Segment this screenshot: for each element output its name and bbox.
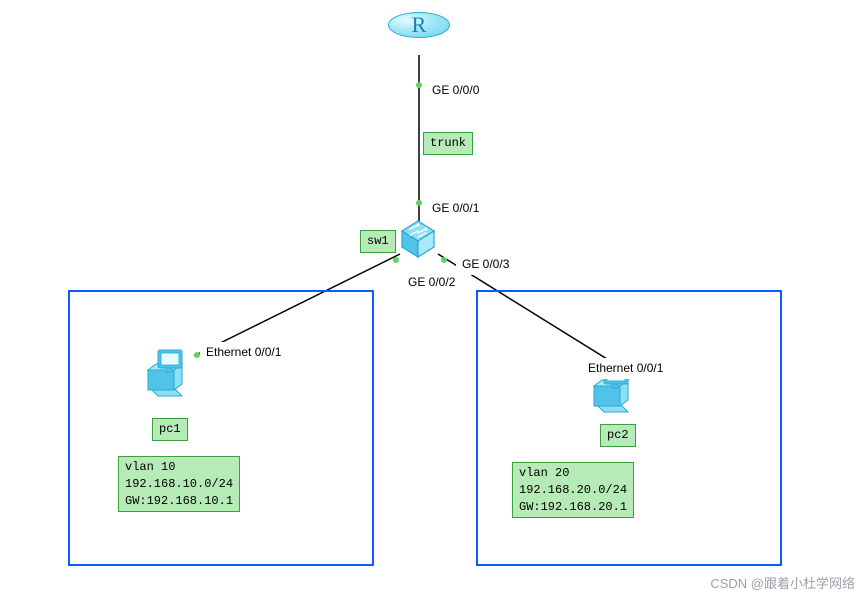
label-ge001: GE 0/0/1 xyxy=(426,198,485,219)
port-dot xyxy=(441,257,447,263)
label-ge000: GE 0/0/0 xyxy=(426,80,485,101)
pc1-icon[interactable] xyxy=(142,346,194,398)
label-eth-pc2: Ethernet 0/0/1 xyxy=(582,358,669,379)
router-letter: R xyxy=(412,12,427,38)
port-dot xyxy=(416,200,422,206)
label-pc2: pc2 xyxy=(600,424,636,447)
switch-icon[interactable] xyxy=(396,217,440,261)
label-trunk: trunk xyxy=(423,132,473,155)
label-ge003: GE 0/0/3 xyxy=(456,254,515,275)
watermark: CSDN @跟着小杜学网络 xyxy=(710,573,855,592)
label-ge002: GE 0/0/2 xyxy=(402,272,461,293)
topology-canvas: R xyxy=(0,0,865,598)
label-pc1: pc1 xyxy=(152,418,188,441)
label-sw1: sw1 xyxy=(360,230,396,253)
vlan10-box xyxy=(68,290,374,566)
label-vlan20: vlan 20 192.168.20.0/24 GW:192.168.20.1 xyxy=(512,462,634,518)
port-dot xyxy=(393,257,399,263)
label-eth-pc1: Ethernet 0/0/1 xyxy=(200,342,287,363)
port-dot xyxy=(416,82,422,88)
label-vlan10: vlan 10 192.168.10.0/24 GW:192.168.10.1 xyxy=(118,456,240,512)
router-icon[interactable]: R xyxy=(388,12,450,74)
